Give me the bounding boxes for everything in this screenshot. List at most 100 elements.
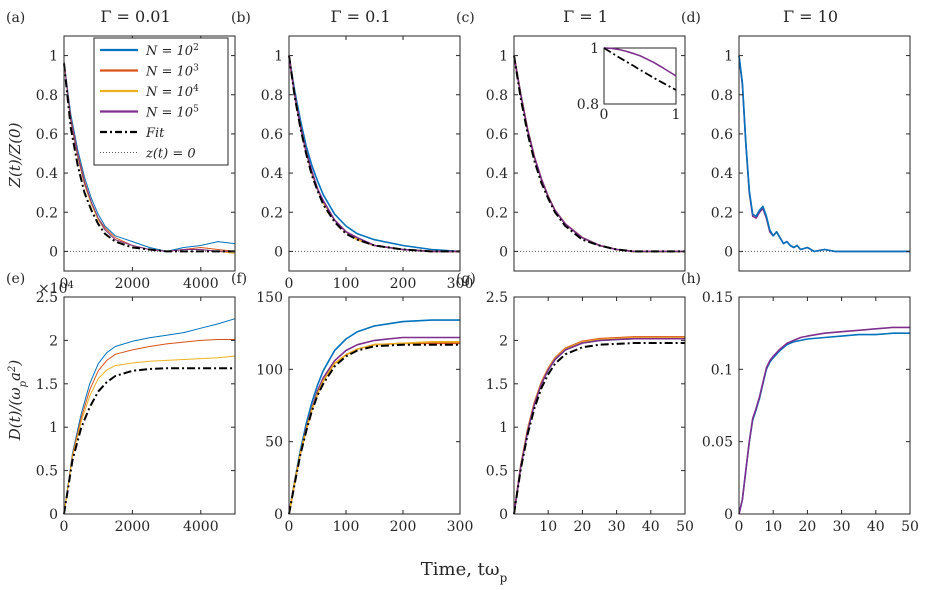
legend-label-N1e2: N = 102 xyxy=(145,43,199,59)
ytick-label: 0.2 xyxy=(36,205,58,221)
ylabel-bottom: D(t)/(ωpa2) xyxy=(6,360,29,442)
ytick-label: 1 xyxy=(499,420,508,436)
legend-label-sup: 4 xyxy=(193,84,199,94)
ytick-label: 1.5 xyxy=(486,377,508,393)
legend-label-text: N = 10 xyxy=(145,106,193,121)
ytick-label: 0.4 xyxy=(261,166,283,182)
ytick-label: 0.4 xyxy=(486,166,508,182)
series-g-N1e5 xyxy=(513,337,685,515)
ytick-label: 0.6 xyxy=(36,127,58,143)
panel-label-d: (d) xyxy=(681,10,701,26)
inset-ytick-label: 1 xyxy=(590,41,599,57)
xlabel-main: Time, tω xyxy=(421,559,500,580)
panel-label-b: (b) xyxy=(231,10,251,26)
xtick-label: 2000 xyxy=(115,519,151,535)
panel-label-h: (h) xyxy=(681,271,701,287)
panel-title-a: Γ = 0.01 xyxy=(100,7,170,26)
series-g-fit xyxy=(513,342,685,515)
exponent-label: ×104 xyxy=(38,280,74,298)
ytick-label: 0 xyxy=(49,507,58,523)
legend-label-sup: 3 xyxy=(193,64,199,74)
series-a-N1e5 xyxy=(63,61,235,252)
panel-title-b: Γ = 0.1 xyxy=(330,7,390,26)
panel-label-g: (g) xyxy=(456,271,476,287)
legend-label-fit: Fit xyxy=(145,126,165,141)
panel-b: 0 100 200 300 0 0.2 0.4 0.6 0.8 1 (b) Γ = 0.1 xyxy=(231,7,473,292)
series-a-N1e2 xyxy=(63,61,236,252)
series-b-N1e3 xyxy=(288,55,460,253)
series-b-N1e4 xyxy=(288,55,460,253)
ytick-label: 2 xyxy=(499,333,508,349)
inset-series-N1e5 xyxy=(603,47,677,77)
exponent-base: ×10 xyxy=(38,281,68,297)
xtick-label: 300 xyxy=(447,519,474,535)
inset-xtick-label: 1 xyxy=(672,107,681,123)
axes-box-e xyxy=(63,296,236,515)
ytick-label: 1.5 xyxy=(36,377,58,393)
xtick-label: 30 xyxy=(608,519,626,535)
xtick-label: 200 xyxy=(390,519,417,535)
ytick-label: 0.8 xyxy=(711,88,733,104)
legend-label-text: N = 10 xyxy=(145,44,193,59)
series-g-N1e3 xyxy=(513,336,685,515)
ylabel-bottom-end: ) xyxy=(6,360,24,367)
inset-series-fit xyxy=(603,47,677,91)
panel-f: 0 100 200 300 0 50 100 150 (f) xyxy=(231,271,473,535)
series-e-N1e4 xyxy=(63,355,236,515)
ytick-label: 0 xyxy=(499,244,508,260)
legend-label-sup: 2 xyxy=(193,43,199,53)
legend-label-text: z(t) = 0 xyxy=(145,147,196,162)
ytick-label: 0.2 xyxy=(261,205,283,221)
series-f-N1e3 xyxy=(288,342,460,515)
ytick-label: 50 xyxy=(265,435,283,451)
series-g-N1e4 xyxy=(513,336,685,515)
xtick-label: 40 xyxy=(867,519,885,535)
ytick-label: 0.05 xyxy=(702,435,733,451)
ytick-label: 1 xyxy=(274,49,283,65)
panel-label-a: (a) xyxy=(6,10,25,26)
legend-label-N1e3: N = 103 xyxy=(145,64,199,80)
legend-label-N1e4: N = 104 xyxy=(145,84,199,100)
ytick-label: 0.8 xyxy=(261,88,283,104)
xtick-label: 50 xyxy=(676,519,694,535)
ytick-label: 0.1 xyxy=(711,362,733,378)
series-a-fit xyxy=(63,63,235,253)
legend-label-text: N = 10 xyxy=(145,65,193,80)
ylabel-bottom-tail: a xyxy=(6,372,24,381)
ytick-label: 0.6 xyxy=(261,127,283,143)
xtick-label: 10 xyxy=(539,519,557,535)
ytick-label: 0 xyxy=(724,244,733,260)
xtick-label: 40 xyxy=(642,519,660,535)
ytick-label: 0.6 xyxy=(711,127,733,143)
ytick-label: 0.2 xyxy=(486,205,508,221)
legend-label-text: N = 10 xyxy=(145,85,193,100)
axes-box-h xyxy=(738,296,911,515)
xtick-label: 100 xyxy=(333,519,360,535)
panel-label-c: (c) xyxy=(456,10,475,26)
inset-xtick-label: 0 xyxy=(600,107,609,123)
xtick-label: 30 xyxy=(833,519,851,535)
xtick-label: 200 xyxy=(390,276,417,292)
series-b-N1e2 xyxy=(288,55,461,253)
ytick-label: 0.4 xyxy=(711,166,733,182)
xtick-label: 300 xyxy=(447,276,474,292)
series-h-N1e2 xyxy=(738,332,910,515)
legend-label-N1e5: N = 105 xyxy=(145,105,199,121)
ytick-label: 0.4 xyxy=(36,166,58,182)
ytick-label: 1 xyxy=(49,420,58,436)
ylabel-bottom-sup: 2 xyxy=(7,366,18,373)
xtick-label: 0 xyxy=(60,519,69,535)
series-b-fit xyxy=(288,55,460,253)
ytick-label: 100 xyxy=(256,362,283,378)
xtick-label: 4000 xyxy=(183,276,219,292)
ylabel-top: Z(t)/Z(0) xyxy=(6,122,24,188)
xtick-label: 100 xyxy=(333,276,360,292)
panel-title-c: Γ = 1 xyxy=(563,7,608,26)
series-e-N1e3 xyxy=(63,339,235,515)
series-e-fit xyxy=(63,367,235,515)
ytick-label: 1 xyxy=(49,49,58,65)
xlabel: Time, tωp xyxy=(421,559,508,585)
ytick-label: 0 xyxy=(499,507,508,523)
